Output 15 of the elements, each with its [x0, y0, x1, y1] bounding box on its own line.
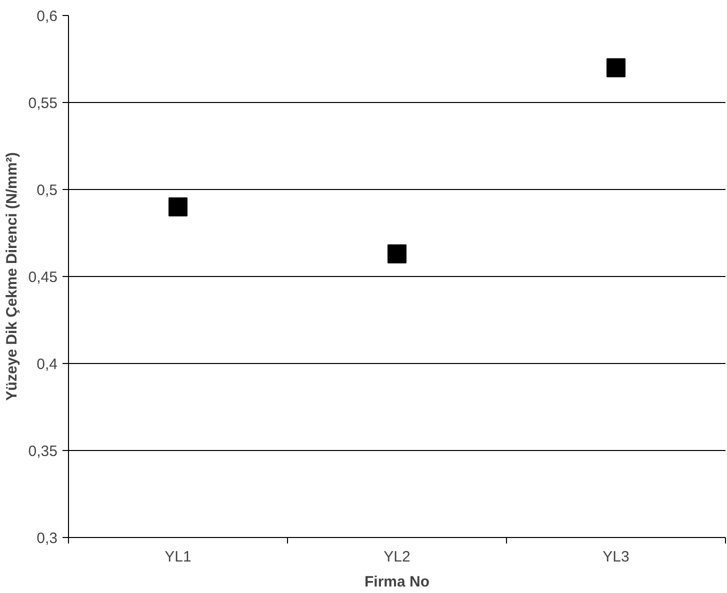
y-tick-label: 0,3 — [36, 530, 58, 547]
y-tick-label: 0,55 — [28, 95, 58, 112]
x-tick-label: YL1 — [164, 548, 192, 566]
y-tick-label: 0,4 — [36, 356, 58, 373]
y-tick-label: 0,45 — [28, 269, 58, 286]
y-tick-label: 0,6 — [36, 8, 58, 25]
y-axis-title: Yüzeye Dik Çekme Direnci (N/mm²) — [3, 152, 20, 401]
point — [606, 58, 626, 78]
x-axis-title: Firma No — [364, 574, 430, 590]
point — [388, 244, 406, 264]
x-tick-label: YL3 — [602, 548, 630, 566]
x-tick-label: YL2 — [384, 548, 410, 566]
y-tick-label: 0,35 — [28, 443, 58, 460]
point — [168, 197, 188, 216]
y-tick-label: 0,5 — [36, 182, 58, 199]
